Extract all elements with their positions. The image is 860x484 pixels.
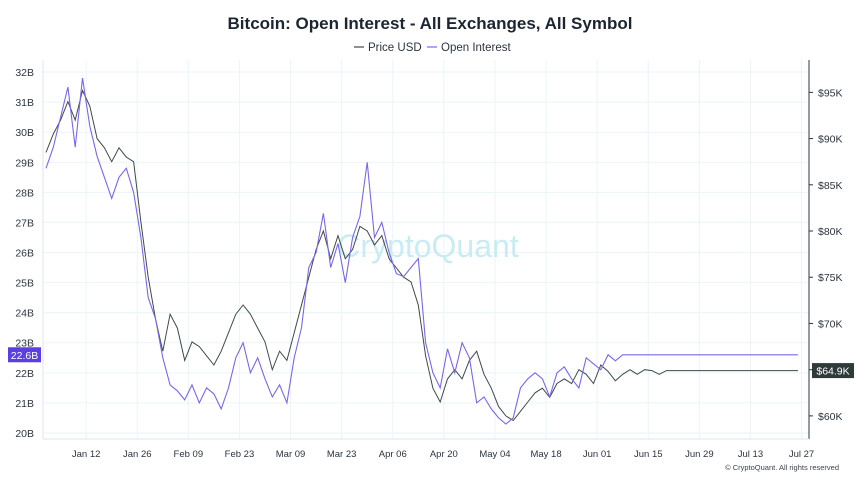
- x-tick-label: Jan 26: [123, 449, 152, 460]
- x-tick-label: Jun 15: [634, 449, 663, 460]
- x-tick-label: Apr 20: [430, 449, 458, 460]
- copyright: © CryptoQuant. All rights reserved: [725, 463, 839, 472]
- y-left-tick-label: 25B: [15, 278, 34, 290]
- left-axis: 32B 31B 30B 29B 28B 27B 26B 25B 24B 23B 22B 21B 20B: [15, 60, 44, 440]
- x-tick-label: Jul 13: [738, 449, 763, 460]
- svg-text:$64.9K: $64.9K: [816, 366, 849, 378]
- x-axis: Jan 12 Jan 26 Feb 09 Feb 23 Mar 09 Mar 23 Apr …: [43, 438, 814, 460]
- x-tick-label: Jul 27: [789, 449, 814, 460]
- current-price-badge: $64.9K: [812, 363, 854, 379]
- x-tick-label: Feb 23: [225, 449, 255, 460]
- x-tick-label: Jun 29: [685, 449, 714, 460]
- y-left-tick-label: 23B: [15, 338, 34, 350]
- x-tick-label: May 04: [479, 449, 510, 460]
- x-tick-label: Jun 01: [583, 449, 612, 460]
- current-oi-badge: 22.6B: [8, 347, 41, 363]
- y-left-tick-label: 29B: [15, 157, 34, 169]
- watermark: CryptoQuant: [337, 228, 519, 264]
- y-left-tick-label: 28B: [15, 187, 34, 199]
- legend[interactable]: Price USD Open Interest: [354, 42, 511, 54]
- y-left-tick-label: 30B: [15, 127, 34, 139]
- y-left-tick-label: 20B: [15, 428, 34, 440]
- x-tick-label: Mar 23: [327, 449, 357, 460]
- chart-title: Bitcoin: Open Interest - All Exchanges, …: [228, 14, 633, 33]
- y-left-tick-label: 26B: [15, 248, 34, 260]
- x-tick-label: Jan 12: [72, 449, 101, 460]
- legend-price-label: Price USD: [368, 42, 422, 54]
- y-right-tick-label: $90K: [818, 134, 843, 146]
- y-left-tick-label: 24B: [15, 308, 34, 320]
- x-tick-label: Apr 06: [379, 449, 407, 460]
- y-left-tick-label: 21B: [15, 398, 34, 410]
- svg-text:22.6B: 22.6B: [11, 350, 38, 362]
- legend-oi-label: Open Interest: [441, 42, 511, 54]
- right-axis: $95K$90K$85K$80K$75K$70K$65K$60K: [808, 60, 843, 439]
- price-usd-line: [45, 89, 798, 422]
- x-tick-label: May 18: [530, 449, 561, 460]
- y-right-tick-label: $70K: [818, 318, 843, 330]
- y-left-tick-label: 27B: [15, 217, 34, 229]
- y-left-tick-label: 31B: [15, 97, 34, 109]
- y-left-tick-label: 32B: [15, 67, 34, 79]
- x-tick-label: Feb 09: [174, 449, 204, 460]
- y-right-tick-label: $60K: [818, 411, 843, 423]
- gridlines: [43, 60, 809, 439]
- x-tick-label: Mar 09: [276, 449, 306, 460]
- y-right-tick-label: $75K: [818, 272, 843, 284]
- open-interest-line: [45, 77, 798, 425]
- y-left-tick-label: 22B: [15, 368, 34, 380]
- y-right-tick-label: $85K: [818, 180, 843, 192]
- y-right-tick-label: $95K: [818, 87, 843, 99]
- y-right-tick-label: $80K: [818, 226, 843, 238]
